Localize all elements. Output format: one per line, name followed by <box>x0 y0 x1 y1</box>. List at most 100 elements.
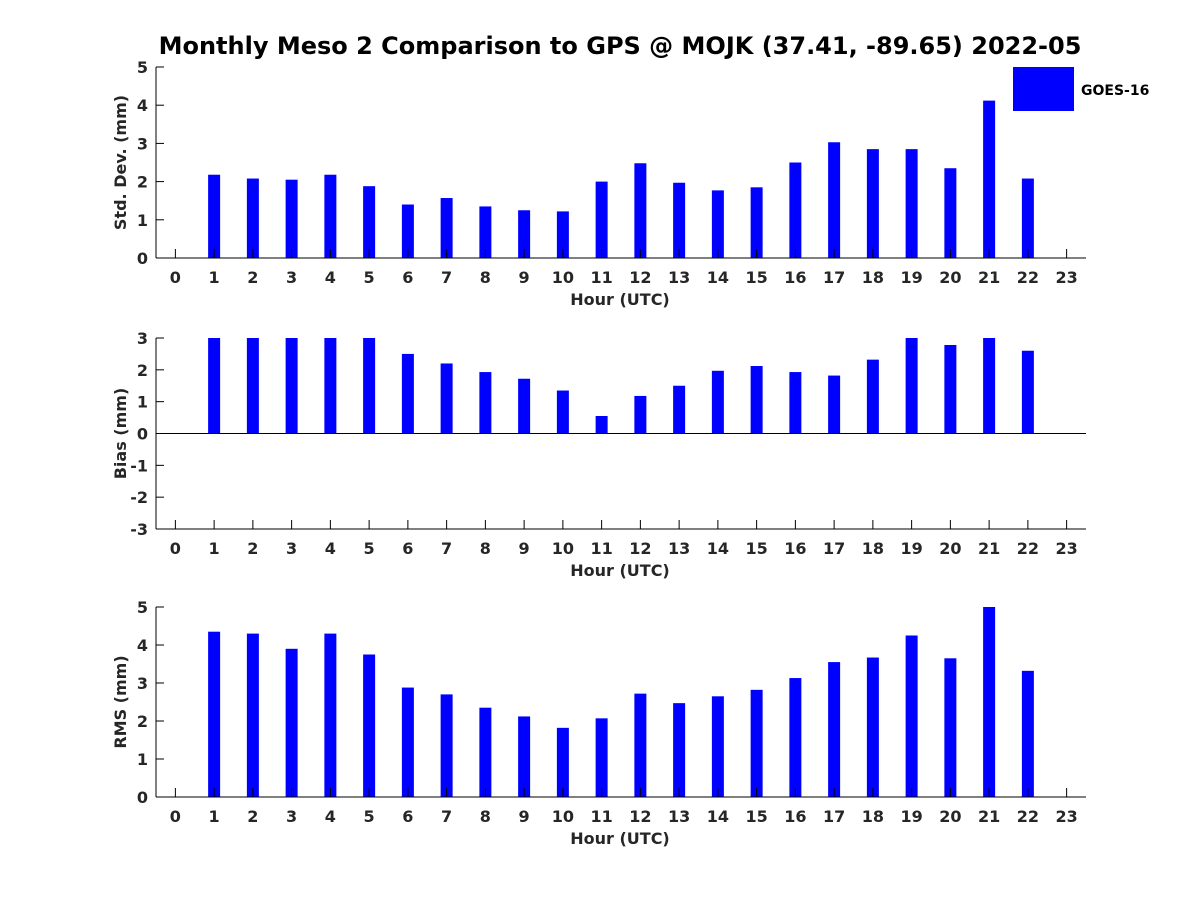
x-tick-label: 12 <box>629 539 651 558</box>
x-tick-label: 0 <box>170 268 181 287</box>
bar-hour-3 <box>285 648 298 797</box>
x-tick-label: 8 <box>480 268 491 287</box>
x-tick-label: 4 <box>325 807 336 826</box>
bar-hour-1 <box>208 631 221 797</box>
bar-hour-21 <box>983 100 996 258</box>
x-tick-label: 10 <box>552 268 574 287</box>
legend-label: GOES-16 <box>1081 83 1149 99</box>
x-tick-label: 1 <box>209 807 220 826</box>
bar-hour-18 <box>866 359 879 434</box>
y-tick-label: 0 <box>137 425 148 444</box>
y-tick-label: 3 <box>137 674 148 693</box>
x-tick-label: 15 <box>745 268 767 287</box>
chart-title: Monthly Meso 2 Comparison to GPS @ MOJK … <box>159 32 1082 60</box>
x-tick-label: 3 <box>286 807 297 826</box>
bar-hour-7 <box>440 694 453 797</box>
bar-hour-12 <box>634 395 647 434</box>
x-tick-label: 14 <box>707 807 729 826</box>
bar-hour-9 <box>518 716 531 797</box>
legend: GOES-16 <box>1013 67 1149 111</box>
bar-hour-17 <box>828 662 841 797</box>
bar-hour-3 <box>285 338 298 434</box>
bar-hour-19 <box>905 149 918 258</box>
x-axis-label: Hour (UTC) <box>570 290 670 309</box>
x-tick-label: 12 <box>629 268 651 287</box>
y-tick-label: 4 <box>137 636 148 655</box>
bar-hour-11 <box>595 181 608 258</box>
x-tick-label: 4 <box>325 268 336 287</box>
x-tick-label: 17 <box>823 539 845 558</box>
x-tick-label: 5 <box>364 807 375 826</box>
bar-hour-4 <box>324 174 337 258</box>
y-tick-label: 2 <box>137 361 148 380</box>
bar-hour-4 <box>324 633 337 797</box>
x-tick-label: 11 <box>590 268 612 287</box>
x-tick-label: 21 <box>978 807 1000 826</box>
bar-hour-9 <box>518 378 531 434</box>
y-tick-label: 5 <box>137 58 148 77</box>
x-tick-label: 21 <box>978 539 1000 558</box>
bar-hour-6 <box>401 353 414 434</box>
x-tick-label: 19 <box>900 268 922 287</box>
bar-hour-18 <box>866 149 879 258</box>
y-tick-label: 0 <box>137 788 148 807</box>
bar-hour-11 <box>595 718 608 797</box>
x-tick-label: 20 <box>939 807 961 826</box>
bar-hour-5 <box>363 186 376 258</box>
bar-hour-2 <box>246 178 259 258</box>
bar-hour-1 <box>208 338 221 434</box>
bar-hour-21 <box>983 607 996 797</box>
x-tick-label: 1 <box>209 268 220 287</box>
bar-hour-13 <box>673 182 686 258</box>
x-tick-label: 3 <box>286 539 297 558</box>
bar-hour-6 <box>401 687 414 797</box>
y-tick-label: 1 <box>137 750 148 769</box>
x-tick-label: 9 <box>519 268 530 287</box>
x-tick-label: 23 <box>1055 268 1077 287</box>
y-axis-label: Std. Dev. (mm) <box>111 95 130 230</box>
x-tick-label: 19 <box>900 807 922 826</box>
bar-hour-8 <box>479 707 492 797</box>
bar-hour-5 <box>363 338 376 434</box>
bar-hour-22 <box>1021 670 1034 797</box>
x-tick-label: 13 <box>668 268 690 287</box>
bar-hour-10 <box>556 727 569 797</box>
y-tick-label: 5 <box>137 598 148 617</box>
bar-hour-14 <box>711 696 724 797</box>
x-tick-label: 14 <box>707 268 729 287</box>
x-tick-label: 12 <box>629 807 651 826</box>
bar-hour-22 <box>1021 350 1034 434</box>
x-tick-label: 18 <box>862 268 884 287</box>
x-tick-label: 22 <box>1017 807 1039 826</box>
x-tick-label: 21 <box>978 268 1000 287</box>
x-tick-label: 19 <box>900 539 922 558</box>
x-tick-label: 16 <box>784 539 806 558</box>
y-tick-label: 0 <box>137 249 148 268</box>
bar-hour-12 <box>634 693 647 797</box>
x-tick-label: 7 <box>441 807 452 826</box>
bar-hour-13 <box>673 385 686 434</box>
y-tick-label: 1 <box>137 211 148 230</box>
x-tick-label: 10 <box>552 539 574 558</box>
bar-hour-2 <box>246 338 259 434</box>
y-tick-label: 1 <box>137 393 148 412</box>
y-tick-label: -2 <box>130 488 148 507</box>
x-tick-label: 17 <box>823 807 845 826</box>
bar-hour-14 <box>711 370 724 434</box>
x-tick-label: 2 <box>247 807 258 826</box>
bar-hour-13 <box>673 703 686 797</box>
bar-hour-17 <box>828 142 841 258</box>
x-tick-label: 18 <box>862 539 884 558</box>
x-tick-label: 16 <box>784 807 806 826</box>
y-tick-label: -1 <box>130 456 148 475</box>
bar-hour-15 <box>750 187 763 258</box>
x-tick-label: 6 <box>402 268 413 287</box>
x-tick-label: 20 <box>939 268 961 287</box>
bar-hour-10 <box>556 211 569 258</box>
y-axis-label: RMS (mm) <box>111 655 130 748</box>
x-tick-label: 10 <box>552 807 574 826</box>
bar-hour-16 <box>789 372 802 434</box>
x-tick-label: 22 <box>1017 539 1039 558</box>
